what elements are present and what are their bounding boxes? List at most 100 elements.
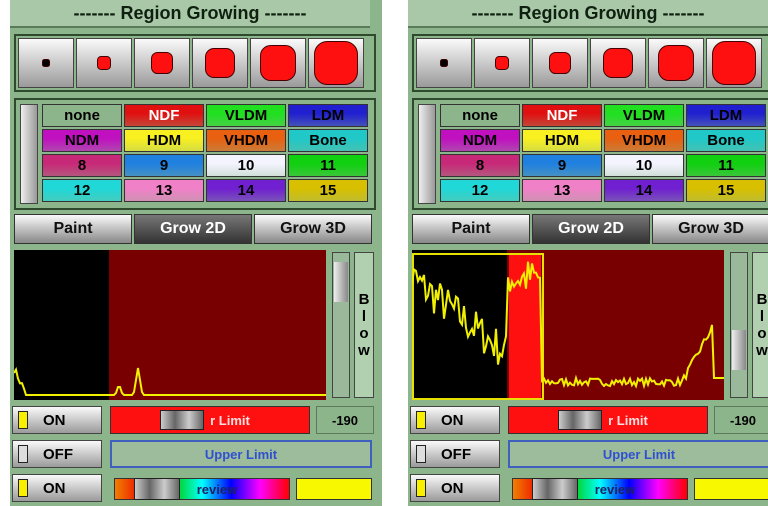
brush-dot (549, 52, 571, 74)
label-button[interactable]: VLDM (604, 104, 684, 127)
region-panel: ------- Region Growing ------- none NDF VLD… (408, 0, 768, 506)
hist-scrollbar (730, 252, 748, 398)
brush-size-button[interactable] (532, 38, 588, 88)
hist-window (109, 250, 326, 400)
label-button[interactable]: 14 (206, 179, 286, 202)
mode-tab[interactable]: Grow 3D (254, 214, 372, 244)
toggle-indicator (18, 445, 28, 463)
label-button[interactable]: 9 (522, 154, 602, 177)
toggle-indicator (18, 411, 28, 429)
brush-size-button[interactable] (308, 38, 364, 88)
brush-dot (603, 48, 633, 78)
label-scrollbar (20, 104, 38, 204)
label-button[interactable]: 15 (686, 179, 766, 202)
mode-tab[interactable]: Grow 3D (652, 214, 768, 244)
hist-scroll-thumb (732, 330, 746, 370)
label-button[interactable]: NDF (522, 104, 602, 127)
brush-size-button[interactable] (134, 38, 190, 88)
hist-trace (412, 261, 724, 390)
label-button[interactable]: VHDM (604, 129, 684, 152)
brush-size-button[interactable] (18, 38, 74, 88)
label-button[interactable]: 11 (686, 154, 766, 177)
hist-scroll-thumb (334, 262, 348, 302)
brush-dot (440, 59, 448, 67)
brush-dot (260, 45, 296, 81)
label-button[interactable]: VLDM (206, 104, 286, 127)
label-button[interactable]: HDM (124, 129, 204, 152)
limit-slider[interactable]: r Limit (508, 406, 708, 434)
label-button[interactable]: 10 (206, 154, 286, 177)
label-button[interactable]: none (440, 104, 520, 127)
brush-dot (42, 59, 50, 67)
labels-box (412, 98, 768, 210)
label-button[interactable]: 11 (288, 154, 368, 177)
toggle-indicator (416, 445, 426, 463)
label-button[interactable]: 9 (124, 154, 204, 177)
slider-thumb (558, 410, 602, 430)
brush-dot (205, 48, 235, 78)
histogram (412, 250, 724, 400)
preview-color (694, 478, 768, 500)
brush-size-button[interactable] (706, 38, 762, 88)
blow-letter: B (756, 291, 768, 308)
brush-size-button[interactable] (416, 38, 472, 88)
label-button[interactable]: LDM (288, 104, 368, 127)
label-button[interactable]: 15 (288, 179, 368, 202)
brush-dot (151, 52, 173, 74)
mode-tab[interactable]: Paint (412, 214, 530, 244)
label-button[interactable]: 12 (440, 179, 520, 202)
blow-letter: l (759, 308, 765, 325)
brush-size-button[interactable] (250, 38, 306, 88)
mode-tab[interactable]: Grow 2D (532, 214, 650, 244)
limit-value: -190 (316, 406, 374, 434)
label-scrollbar (418, 104, 436, 204)
brush-dot (97, 56, 111, 70)
blow-letter: w (756, 342, 768, 359)
label-button[interactable]: 10 (604, 154, 684, 177)
label-button[interactable]: NDM (440, 129, 520, 152)
label-button[interactable]: HDM (522, 129, 602, 152)
label-button[interactable]: none (42, 104, 122, 127)
hist-trace (14, 366, 326, 396)
brush-size-button[interactable] (474, 38, 530, 88)
preview-color (296, 478, 372, 500)
blow-letter: w (358, 342, 370, 359)
label-button[interactable]: 8 (42, 154, 122, 177)
slider-thumb (532, 478, 578, 500)
label-button[interactable]: 8 (440, 154, 520, 177)
blow-letter: o (359, 325, 369, 342)
brush-dot (712, 41, 756, 85)
limit-slider[interactable]: r Limit (110, 406, 310, 434)
label-button[interactable]: 12 (42, 179, 122, 202)
mode-tab[interactable]: Grow 2D (134, 214, 252, 244)
blow-letter: l (361, 308, 367, 325)
label-button[interactable]: Bone (686, 129, 766, 152)
label-button[interactable]: 13 (522, 179, 602, 202)
label-button[interactable]: 14 (604, 179, 684, 202)
brush-dot (314, 41, 358, 85)
brush-size-button[interactable] (76, 38, 132, 88)
region-panel: ------- Region Growing ------- none NDF VLD… (10, 0, 382, 506)
label-button[interactable]: 13 (124, 179, 204, 202)
limit-value: -190 (714, 406, 768, 434)
limit-slider[interactable]: Upper Limit (508, 440, 768, 468)
toggle-indicator (416, 411, 426, 429)
brush-size-button[interactable] (648, 38, 704, 88)
label-button[interactable]: Bone (288, 129, 368, 152)
brush-size-button[interactable] (590, 38, 646, 88)
hist-frame (412, 253, 544, 400)
limit-slider[interactable]: Upper Limit (110, 440, 372, 468)
mode-tab[interactable]: Paint (14, 214, 132, 244)
brush-dot (495, 56, 509, 70)
brush-size-button[interactable] (192, 38, 248, 88)
label-button[interactable]: LDM (686, 104, 766, 127)
label-button[interactable]: VHDM (206, 129, 286, 152)
panel-title: ------- Region Growing ------- (408, 0, 768, 28)
label-button[interactable]: NDF (124, 104, 204, 127)
slider-thumb (134, 478, 180, 500)
toggle-indicator (18, 479, 28, 497)
label-button[interactable]: NDM (42, 129, 122, 152)
